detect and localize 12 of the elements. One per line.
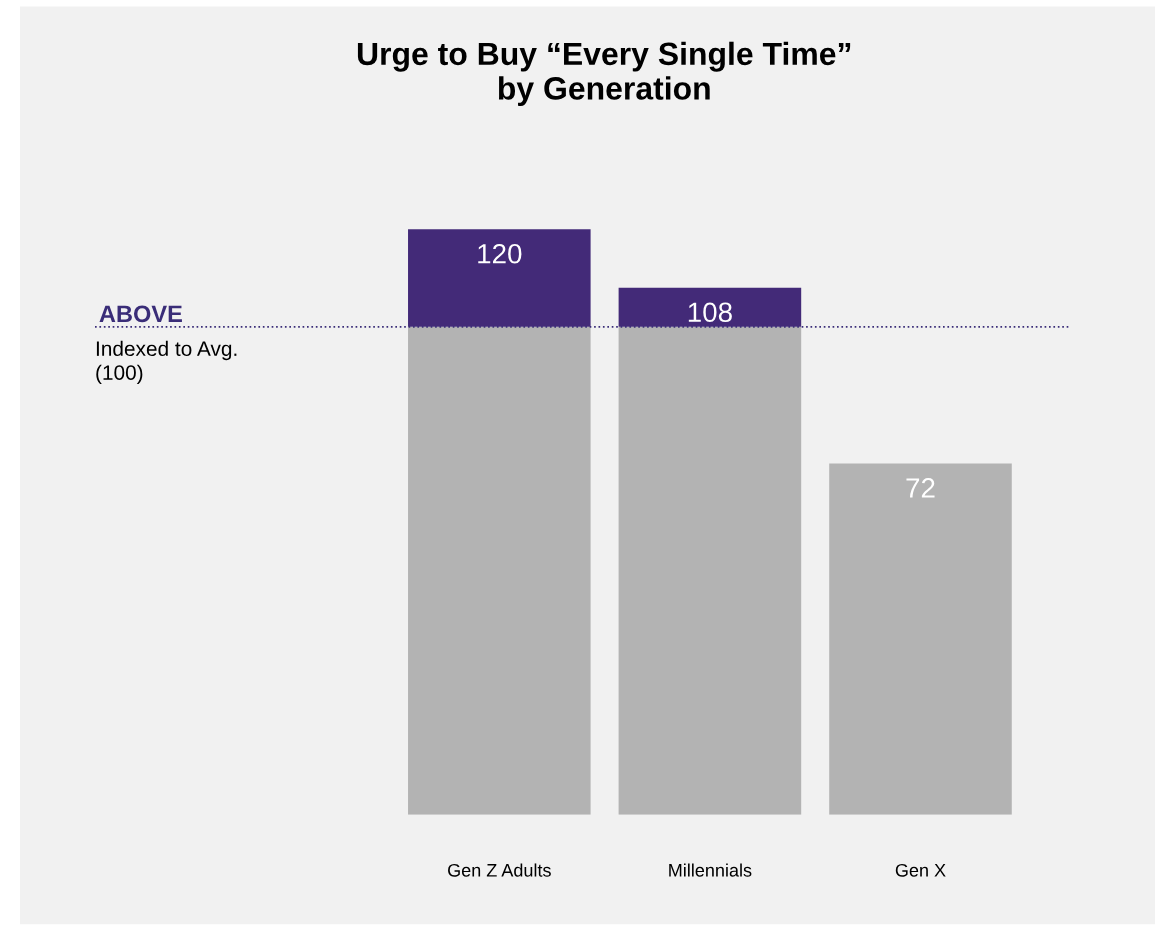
x-tick-label: Gen Z Adults <box>448 863 551 877</box>
ref-line-label: ABOVE <box>99 305 182 323</box>
chart-title: Urge to Buy “Every Single Time” by Generation <box>357 41 851 107</box>
bar <box>408 326 591 815</box>
annotation: Indexed to Avg. (100) <box>96 340 237 385</box>
x-tick-label: Gen X <box>895 863 946 877</box>
bar <box>618 326 802 815</box>
total-label: 108 <box>688 302 732 323</box>
bar <box>829 463 1012 815</box>
data-label: 72 <box>906 478 935 498</box>
x-tick-label: Millennials <box>669 863 752 877</box>
total-label: 120 <box>478 243 522 264</box>
